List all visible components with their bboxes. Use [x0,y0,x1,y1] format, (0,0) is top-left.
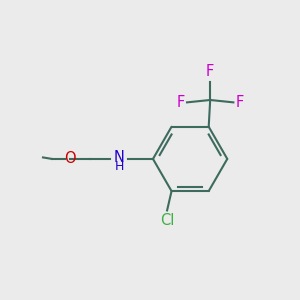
Text: H: H [115,160,124,172]
Text: F: F [236,95,244,110]
Text: Cl: Cl [160,213,174,228]
Text: O: O [64,152,76,166]
Text: F: F [176,95,184,110]
Text: N: N [114,150,125,165]
Text: F: F [206,64,214,79]
